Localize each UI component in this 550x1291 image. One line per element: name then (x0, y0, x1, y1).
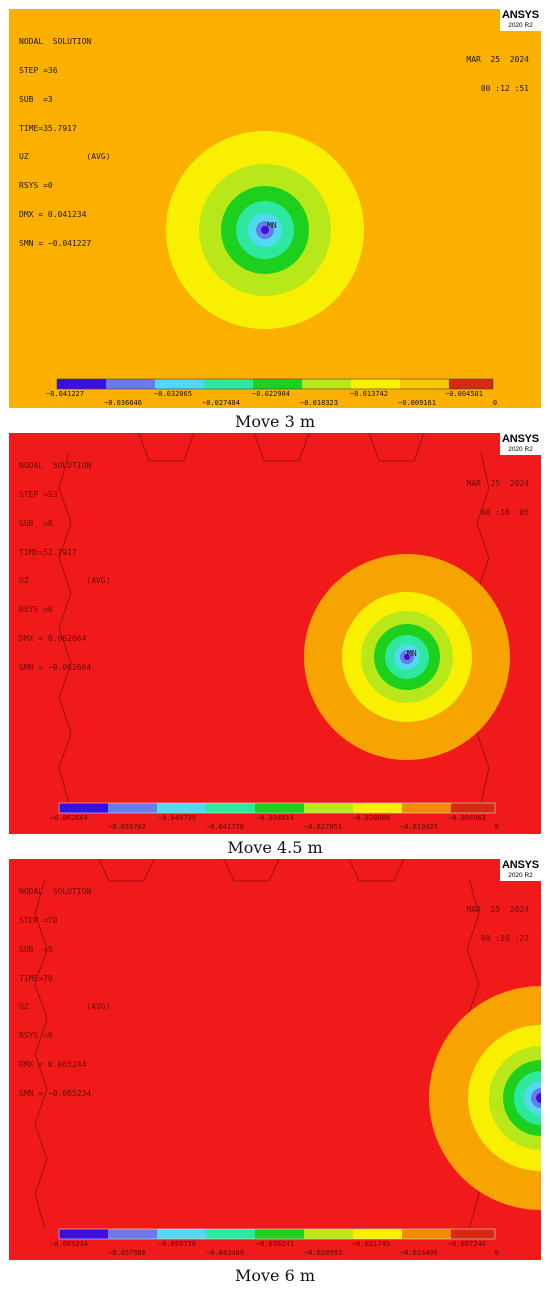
legend-tick-label: −0.028993 (304, 1249, 342, 1257)
legend-tick-label: −0.004581 (445, 390, 483, 398)
time-value: TIME=52.7917 (19, 547, 77, 557)
legend-tick-label: −0.048735 (158, 814, 196, 822)
step-value: STEP =53 (19, 489, 58, 499)
step-value: STEP =70 (19, 915, 58, 925)
step-value: STEP =36 (19, 65, 58, 75)
legend-tick-label: −0.032065 (154, 390, 192, 398)
ansys-logo: ANSYS 2020 R2 (500, 859, 541, 881)
solution-title: NODAL SOLUTION (19, 887, 92, 897)
sub-value: SUB =3 (19, 94, 53, 104)
legend-tick-label: −0.057986 (108, 1249, 146, 1257)
contour-band-center (404, 654, 410, 660)
time-value: TIME=70 (19, 973, 53, 983)
legend-tick-label: −0.018323 (300, 399, 338, 407)
smn-value: SMN = −0.062664 (19, 662, 92, 672)
uz-label: UZ (AVG) (19, 1002, 111, 1012)
panel-caption: Move 4.5 m (227, 838, 323, 857)
dmx-value: DMX = 0.065244 (19, 1059, 87, 1069)
legend-tick-label: −0.013742 (350, 390, 388, 398)
solution-info-block: NODAL SOLUTION STEP =36 SUB =3 TIME=35.7… (19, 18, 111, 267)
legend-tick-label: 0 (494, 1249, 500, 1257)
logo-version: 2020 R2 (508, 22, 533, 29)
legend-tick-label: −0.043489 (206, 1249, 244, 1257)
legend-tick-label: −0.041227 (46, 390, 84, 398)
displacement-contour-plot: MN (58, 433, 510, 814)
timestamp-block: MAR 25 2024 00 :19 :27 (466, 886, 529, 963)
ansys-logo: ANSYS 2020 R2 (500, 433, 541, 455)
time-value: TIME=35.7917 (19, 123, 77, 133)
contour-panel-move-3m: MN NODAL SOLUTION STEP =36 SUB =3 TIME=3… (9, 9, 541, 408)
dmx-value: DMX = 0.041234 (19, 209, 87, 219)
sub-value: SUB =5 (19, 944, 53, 954)
legend-tick-label: −0.036646 (104, 399, 142, 407)
displacement-contour-plot: MN (56, 131, 494, 390)
min-marker-label: MN (407, 649, 417, 658)
panel-caption: Move 3 m (234, 412, 316, 431)
ansys-logo: ANSYS 2020 R2 (500, 9, 541, 31)
legend-tick-label: −0.034814 (256, 814, 294, 822)
logo-version: 2020 R2 (508, 446, 533, 453)
legend-tick-label: −0.036241 (256, 1240, 294, 1248)
solution-title: NODAL SOLUTION (19, 461, 92, 471)
legend-tick-label: −0.062664 (50, 814, 88, 822)
legend-tick-label: −0.027484 (202, 399, 240, 407)
logo-brand: ANSYS (502, 433, 539, 445)
legend-tick-label: −0.007248 (448, 1240, 486, 1248)
clock-label: 00 :19 :27 (480, 933, 529, 943)
logo-version: 2020 R2 (508, 872, 533, 879)
legend-tick-label: −0.050738 (158, 1240, 196, 1248)
legend-tick-label: −0.021745 (352, 1240, 390, 1248)
legend-tick-label: −0.065234 (50, 1240, 88, 1248)
legend-tick-label: −0.020888 (352, 814, 390, 822)
solution-title: NODAL SOLUTION (19, 37, 92, 47)
legend-tick-label: −0.041776 (206, 823, 244, 831)
legend-tick-label: −0.013925 (400, 823, 438, 831)
contour-panel-move-6m: NODAL SOLUTION STEP =70 SUB =5 TIME=70 U… (9, 859, 541, 1260)
legend-tick-label: 0 (492, 399, 498, 407)
legend-color-bar (58, 1228, 496, 1240)
contour-band-center (261, 226, 269, 234)
legend-tick-label: −0.006963 (448, 814, 486, 822)
rsys-value: RSYS =0 (19, 605, 53, 615)
smn-value: SMN = −0.041227 (19, 238, 92, 248)
solution-info-block: NODAL SOLUTION STEP =53 SUB =8 TIME=52.7… (19, 442, 111, 691)
legend-tick-label: −0.009161 (398, 399, 436, 407)
legend-tick-label: 0 (494, 823, 500, 831)
logo-brand: ANSYS (502, 859, 539, 871)
legend-tick-label: −0.055702 (108, 823, 146, 831)
contour-panel-move-4-5m: MN NODAL SOLUTION STEP =53 SUB =8 TIME=5… (9, 433, 541, 834)
legend-tick-label: −0.027851 (304, 823, 342, 831)
rsys-value: RSYS =0 (19, 1031, 53, 1041)
smn-value: SMN = −0.065234 (19, 1088, 92, 1098)
solution-info-block: NODAL SOLUTION STEP =70 SUB =5 TIME=70 U… (19, 868, 111, 1117)
uz-label: UZ (AVG) (19, 152, 111, 162)
displacement-contour-plot (34, 859, 541, 1240)
clock-label: 00 :18 :05 (480, 507, 529, 517)
legend-color-bar (56, 378, 494, 390)
min-marker-label: MN (267, 221, 277, 230)
date-label: MAR 25 2024 (466, 55, 529, 65)
contour-band-center (536, 1093, 541, 1103)
sub-value: SUB =8 (19, 518, 53, 528)
legend-color-bar (58, 802, 496, 814)
date-label: MAR 25 2024 (466, 479, 529, 489)
legend-tick-label: −0.014496 (400, 1249, 438, 1257)
date-label: MAR 25 2024 (466, 905, 529, 915)
legend-tick-label: −0.022904 (252, 390, 290, 398)
timestamp-block: MAR 25 2024 00 :18 :05 (466, 460, 529, 537)
clock-label: 00 :12 :51 (480, 83, 529, 93)
rsys-value: RSYS =0 (19, 181, 53, 191)
uz-label: UZ (AVG) (19, 576, 111, 586)
logo-brand: ANSYS (502, 9, 539, 21)
panel-caption: Move 6 m (234, 1266, 316, 1285)
timestamp-block: MAR 25 2024 00 :12 :51 (466, 36, 529, 113)
dmx-value: DMX = 0.062664 (19, 633, 87, 643)
